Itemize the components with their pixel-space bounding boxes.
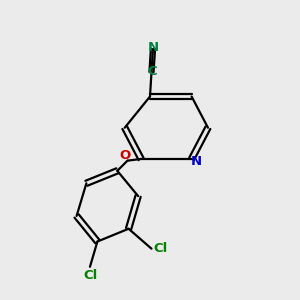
Text: O: O	[119, 149, 131, 162]
Text: N: N	[191, 155, 202, 168]
Text: Cl: Cl	[153, 242, 167, 255]
Text: C: C	[147, 65, 157, 78]
Text: Cl: Cl	[83, 268, 98, 282]
Text: N: N	[148, 41, 159, 54]
